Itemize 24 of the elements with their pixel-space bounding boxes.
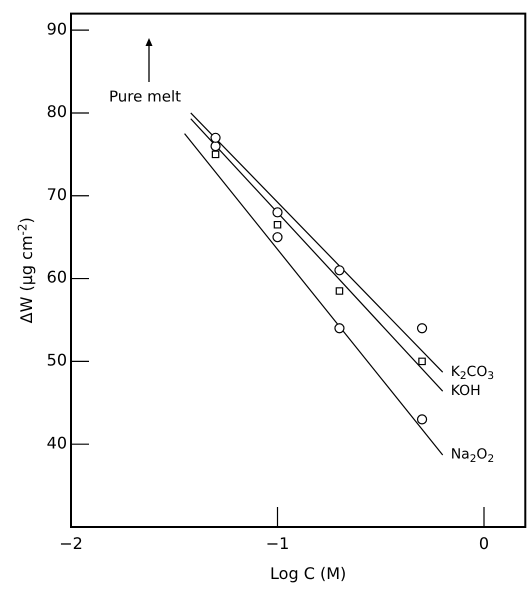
y-tick-label: 40 [46,433,67,452]
x-tick-label: −2 [59,534,83,553]
point [210,132,221,143]
point [416,323,428,334]
series-label: KOH [450,382,481,399]
point [274,220,282,229]
y-tick-label: 90 [46,19,67,38]
point [334,265,345,276]
y-tick-label: 70 [46,184,67,204]
y-tick-label: 80 [46,102,67,122]
point [336,287,344,295]
point [272,207,283,218]
point [334,323,345,334]
point [212,150,220,158]
point [418,358,426,366]
y-axis-title: ΔW (μg cm-2) [15,217,36,324]
point [416,414,428,424]
x-axis-title: Log C (M) [270,564,346,584]
y-tick-label: 50 [46,350,67,370]
annotation: Pure melt [109,87,182,106]
point [272,232,283,242]
x-tick-label: 0 [478,534,490,553]
x-tick-label: −1 [266,534,290,553]
y-tick-label: 60 [46,268,67,287]
